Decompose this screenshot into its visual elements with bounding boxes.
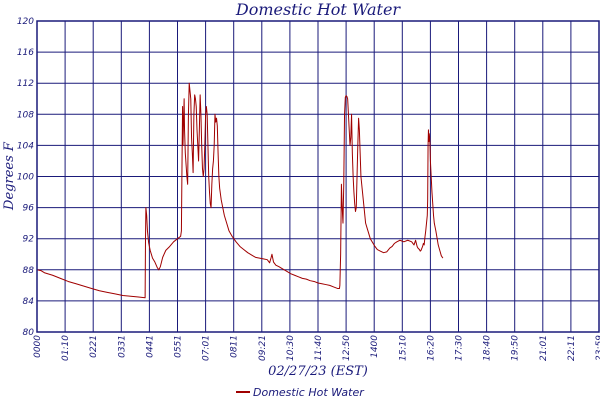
- x-tick-label: 01:10: [61, 335, 71, 361]
- x-tick-label: 0441: [145, 335, 155, 358]
- y-tick-label: 104: [17, 141, 34, 151]
- x-tick-label: 17:30: [455, 335, 465, 361]
- y-tick-label: 88: [23, 266, 35, 276]
- x-tick-label: 19:50: [511, 335, 521, 361]
- x-tick-label: 12:50: [342, 335, 352, 361]
- y-tick-label: 96: [23, 204, 35, 214]
- x-tick-label: 23:59: [595, 335, 600, 361]
- x-tick-label: 0811: [230, 335, 240, 358]
- y-tick-label: 108: [17, 110, 34, 120]
- x-tick-label: 10:30: [286, 335, 296, 361]
- series-line-domestic-hot-water: [36, 82, 444, 299]
- chart-title: Domestic Hot Water: [235, 0, 402, 19]
- legend-label: Domestic Hot Water: [253, 386, 365, 399]
- y-tick-label: 80: [23, 328, 35, 338]
- x-tick-label: 21:01: [539, 335, 549, 361]
- x-tick-label: 11:40: [314, 335, 324, 361]
- y-tick-label: 120: [17, 17, 34, 27]
- x-tick-label: 0551: [174, 335, 184, 358]
- legend: Domestic Hot Water: [236, 386, 365, 399]
- x-tick-label: 0331: [117, 335, 127, 358]
- x-tick-label: 07:01: [202, 335, 212, 361]
- y-axis-label: Degrees F: [2, 141, 17, 211]
- x-axis-label: 02/27/23 (EST): [268, 364, 368, 379]
- y-tick-label: 100: [17, 173, 34, 183]
- x-tick-label: 0000: [33, 335, 43, 358]
- y-tick-label: 92: [23, 235, 35, 245]
- y-axis-ticks: 80 84 88 92 96 100 104 108 112 116 120: [17, 17, 34, 338]
- y-tick-label: 84: [23, 297, 35, 307]
- x-tick-label: 15:10: [398, 335, 408, 361]
- x-axis-ticks: 0000 01:10 0221 0331 0441 0551 07:01 0811 09:21 1…: [33, 335, 600, 361]
- x-tick-label: 18:40: [483, 335, 493, 361]
- grid-lines: [36, 20, 600, 333]
- x-tick-label: 0221: [89, 335, 99, 358]
- y-tick-label: 112: [17, 79, 34, 89]
- plot-border: [36, 20, 600, 333]
- x-tick-label: 1400: [370, 335, 380, 358]
- y-tick-label: 116: [17, 48, 34, 58]
- x-tick-label: 09:21: [258, 335, 268, 361]
- x-tick-label: 22:11: [567, 335, 577, 361]
- x-tick-label: 16:20: [426, 335, 436, 361]
